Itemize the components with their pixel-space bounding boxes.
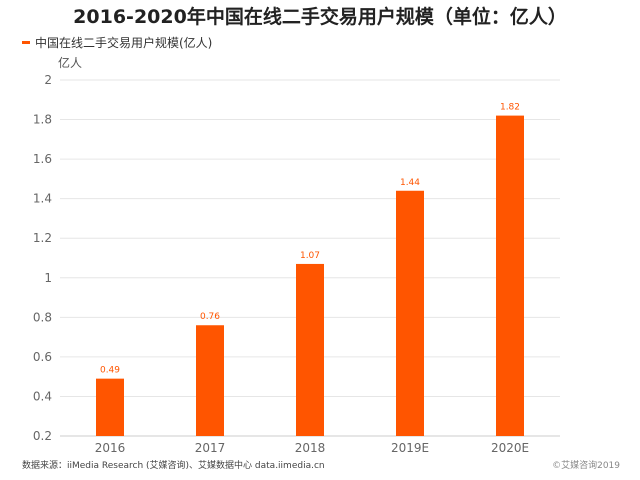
data-label: 0.49 (100, 366, 120, 376)
x-tick-label: 2019E (391, 441, 429, 455)
x-tick-label: 2018 (295, 441, 326, 455)
y-axis-unit-label: 亿人 (58, 56, 83, 70)
y-tick-label: 0.8 (33, 310, 52, 324)
data-label: 1.07 (300, 251, 320, 261)
legend-label: 中国在线二手交易用户规模(亿人) (35, 36, 213, 50)
y-tick-label: 1.8 (33, 113, 52, 127)
y-tick-label: 0.4 (33, 389, 52, 403)
y-tick-label: 0.2 (33, 429, 52, 443)
legend-swatch (22, 41, 30, 44)
data-label: 0.76 (200, 312, 220, 322)
y-tick-label: 1 (44, 271, 52, 285)
data-source-note: 数据来源：iiMedia Research (艾媒咨询)、艾媒数据中心 data… (22, 461, 325, 471)
bar (296, 263, 324, 436)
y-tick-label: 1.4 (33, 192, 52, 206)
y-tick-label: 1.6 (33, 152, 52, 166)
legend: 中国在线二手交易用户规模(亿人) (22, 34, 212, 51)
data-label: 1.82 (500, 103, 520, 113)
x-tick-label: 2016 (95, 441, 126, 455)
data-label: 1.44 (400, 178, 420, 188)
y-tick-label: 1.2 (33, 231, 52, 245)
y-tick-label: 2 (44, 73, 52, 87)
bar (196, 325, 224, 436)
y-tick-label: 0.6 (33, 350, 52, 364)
bar (396, 190, 424, 436)
bar (96, 378, 124, 436)
x-tick-label: 2017 (195, 441, 226, 455)
x-tick-label: 2020E (491, 441, 529, 455)
chart-title: 2016-2020年中国在线二手交易用户规模（单位：亿人） (73, 6, 567, 28)
bar (496, 115, 524, 436)
copyright-note: ©艾媒咨询2019 (552, 461, 620, 471)
